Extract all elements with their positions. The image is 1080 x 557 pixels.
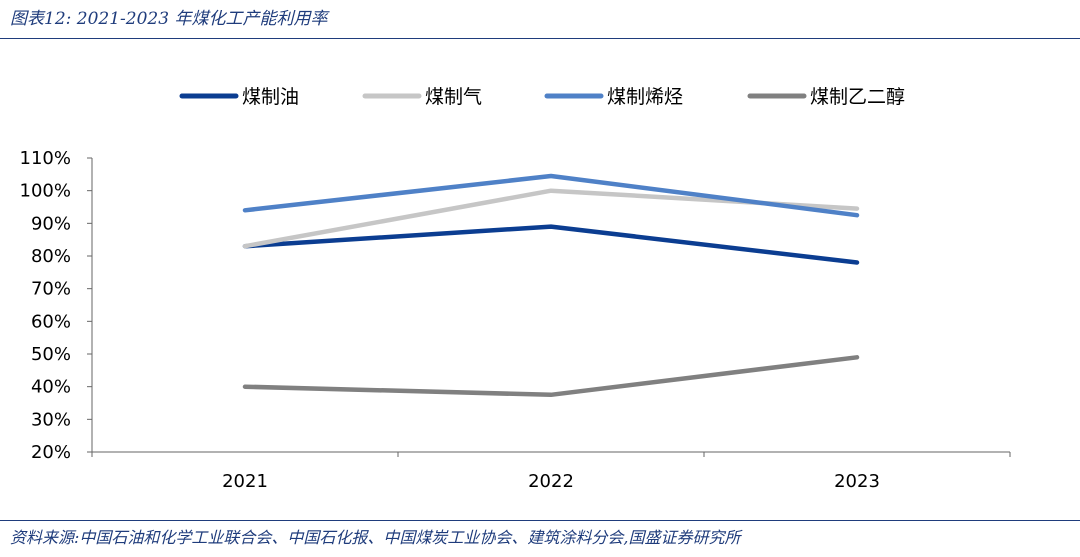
y-axis: 110% 100% 90% 80% 70% 60% 50% 40% 30% 20% (20, 148, 93, 463)
y-tick-label: 70% (31, 279, 71, 300)
x-tick-label: 2023 (834, 471, 880, 492)
legend-label-1: 煤制气 (425, 86, 482, 108)
legend-label-2: 煤制烯烃 (607, 86, 683, 108)
x-axis: 2021 2022 2023 (91, 451, 1011, 492)
x-tick-label: 2021 (222, 471, 268, 492)
y-tick-label: 90% (31, 213, 71, 234)
y-tick-label: 50% (31, 344, 71, 365)
chart-legend: 煤制油 煤制气 煤制烯烃 煤制乙二醇 (179, 86, 905, 108)
line-chart: 煤制油 煤制气 煤制烯烃 煤制乙二醇 110% 100% 90% 80% 70% 60% 50% 4… (20, 86, 1011, 492)
y-tick-label: 20% (31, 442, 71, 463)
figure-source: 资料来源:中国石油和化学工业联合会、中国石化报、中国煤炭工业协会、建筑涂料分会,… (10, 528, 741, 547)
legend-label-3: 煤制乙二醇 (810, 86, 905, 108)
source-divider (0, 520, 1080, 521)
x-tick-label: 2022 (528, 471, 574, 492)
y-tick-label: 100% (20, 181, 71, 202)
title-divider (0, 38, 1080, 39)
series-line-3 (242, 355, 860, 398)
y-tick-label: 40% (31, 377, 71, 398)
legend-label-0: 煤制油 (242, 86, 299, 108)
series-lines (242, 173, 860, 398)
series-line-2 (242, 173, 860, 218)
y-tick-label: 110% (20, 148, 71, 169)
series-line-0 (242, 224, 860, 265)
y-tick-label: 30% (31, 409, 71, 430)
y-tick-label: 80% (31, 246, 71, 267)
y-tick-label: 60% (31, 311, 71, 332)
figure-title: 图表12: 2021-2023 年煤化工产能利用率 (10, 9, 328, 29)
